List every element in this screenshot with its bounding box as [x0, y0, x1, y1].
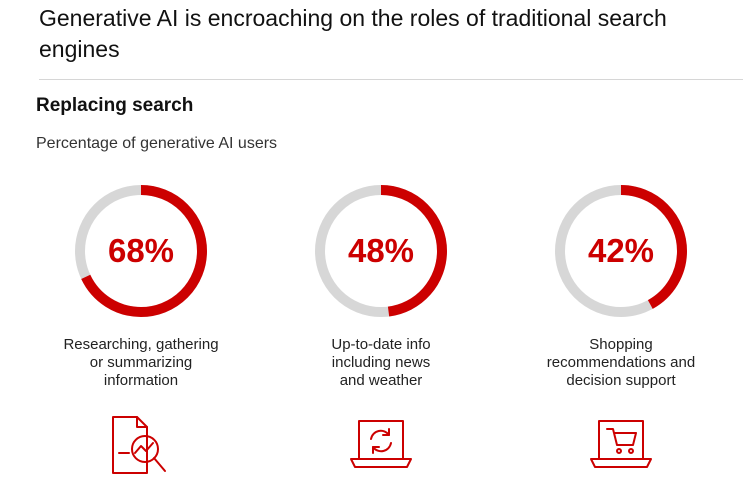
caption-line: recommendations and — [546, 354, 696, 371]
caption-line: or summarizing — [89, 354, 193, 371]
stat-card-news: 48% Up-to-date info including news and w… — [271, 185, 491, 485]
caption-news: Up-to-date info including news and weath… — [271, 336, 491, 390]
section-title: Replacing search — [36, 95, 194, 116]
caption-line: including news — [331, 354, 431, 371]
stat-card-shopping: 42% Shopping recommendations and decisio… — [511, 185, 731, 485]
percent-news: 48% — [347, 232, 415, 269]
caption-line: Shopping — [589, 336, 653, 353]
headline: Generative AI is encroaching on the role… — [39, 5, 667, 62]
donut-svg-news — [315, 185, 447, 317]
laptop-refresh-icon — [345, 413, 417, 479]
caption-line: Researching, gathering — [63, 336, 219, 353]
donut-svg-shopping — [555, 185, 687, 317]
caption-line: decision support — [566, 372, 676, 389]
percent-research: 68% — [107, 232, 175, 269]
caption-line: information — [103, 372, 179, 389]
donut-svg-research — [75, 185, 207, 317]
document-magnifier-chart-icon — [105, 413, 177, 479]
stat-card-research: 68% Researching, gathering or summarizin… — [31, 185, 251, 485]
header-divider — [39, 79, 743, 80]
caption-line: and weather — [339, 372, 423, 389]
chart-panel: Replacing search Percentage of generativ… — [31, 85, 743, 495]
donut-shopping: 42% — [555, 185, 687, 317]
donut-news: 48% — [315, 185, 447, 317]
caption-line: Up-to-date info — [331, 336, 431, 353]
percent-shopping: 42% — [587, 232, 655, 269]
donut-arc-shopping — [555, 185, 687, 317]
laptop-shopping-cart-icon — [585, 413, 657, 479]
caption-shopping: Shopping recommendations and decision su… — [511, 336, 731, 390]
donut-arc-news — [315, 185, 447, 317]
caption-research: Researching, gathering or summarizing in… — [31, 336, 251, 390]
donut-arc-research — [75, 185, 207, 317]
chart-subtitle: Percentage of generative AI users — [36, 135, 278, 152]
donut-research: 68% — [75, 185, 207, 317]
